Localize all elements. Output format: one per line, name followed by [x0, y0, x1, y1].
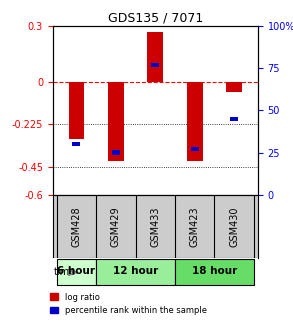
Text: GSM428: GSM428 — [71, 206, 81, 247]
Bar — [226, 82, 242, 92]
Text: 12 hour: 12 hour — [113, 266, 158, 276]
Bar — [151, 63, 159, 67]
Text: GSM429: GSM429 — [111, 206, 121, 247]
Text: GSM423: GSM423 — [190, 206, 200, 247]
Bar — [108, 82, 124, 161]
FancyBboxPatch shape — [96, 259, 175, 285]
FancyBboxPatch shape — [175, 259, 254, 285]
Bar — [69, 82, 84, 139]
Bar — [112, 150, 120, 155]
FancyBboxPatch shape — [57, 259, 96, 285]
Bar — [230, 117, 238, 121]
Bar — [72, 142, 80, 146]
Text: 18 hour: 18 hour — [192, 266, 237, 276]
Text: 6 hour: 6 hour — [57, 266, 96, 276]
Legend: log ratio, percentile rank within the sample: log ratio, percentile rank within the sa… — [47, 289, 210, 318]
Text: time: time — [54, 267, 76, 277]
Text: GSM433: GSM433 — [150, 206, 160, 247]
Text: GSM430: GSM430 — [229, 206, 239, 247]
Bar — [147, 32, 163, 82]
Bar — [191, 147, 199, 151]
Title: GDS135 / 7071: GDS135 / 7071 — [108, 12, 203, 25]
Bar — [187, 82, 203, 161]
